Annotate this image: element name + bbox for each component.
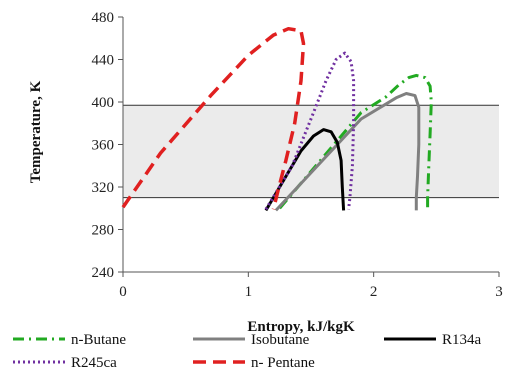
series-line-n-pentane [121,26,306,210]
y-tick-label: 280 [92,223,115,239]
series-line-isobutane [274,92,421,212]
legend-label: n- Pentane [251,355,315,371]
legend-label: R134a [442,332,482,348]
legend-label: n-Butane [71,332,126,348]
y-tick-label: 440 [92,53,115,69]
x-tick-label: 2 [370,284,378,300]
reference-line-layer [123,104,499,199]
series-line-n-butane [278,73,433,210]
y-tick-label: 400 [92,95,115,111]
x-tick-label: 0 [119,284,127,300]
x-axis-label: Entropy, kJ/kgK [247,319,355,335]
y-tick-label: 240 [92,265,115,281]
tick-layer: 240 280 320 360 400 440 480 0 1 2 3 [92,10,503,300]
y-tick-label: 320 [92,180,115,196]
x-tick-label: 3 [495,284,503,300]
series-line-r134a [264,128,346,212]
legend: n-Butane Isobutane R134a R245ca n- Pentane [13,332,482,371]
legend-label: Isobutane [251,332,310,348]
series-layer [121,26,433,212]
y-axis-label: Temperature, K [28,80,44,183]
series-line-r245ca [264,51,356,211]
x-tick-label: 1 [245,284,253,300]
y-tick-label: 360 [92,138,115,154]
legend-label: R245ca [71,355,117,371]
shaded-band [123,105,499,198]
band-layer [123,105,499,198]
y-tick-label: 480 [92,10,115,26]
